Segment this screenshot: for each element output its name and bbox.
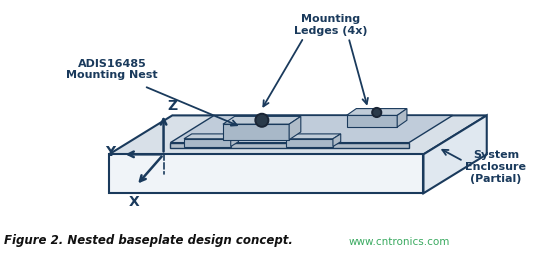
Text: ADIS16485
Mounting Nest: ADIS16485 Mounting Nest — [66, 59, 158, 80]
Polygon shape — [286, 139, 333, 147]
Polygon shape — [109, 154, 424, 193]
Polygon shape — [424, 115, 487, 193]
Text: Z: Z — [168, 99, 178, 113]
Polygon shape — [346, 109, 407, 115]
Polygon shape — [231, 134, 238, 147]
Text: Mounting
Ledges (4x): Mounting Ledges (4x) — [294, 14, 368, 36]
Polygon shape — [333, 134, 341, 147]
Text: Figure 2. Nested baseplate design concept.: Figure 2. Nested baseplate design concep… — [4, 234, 293, 247]
Text: www.cntronics.com: www.cntronics.com — [349, 237, 450, 247]
Polygon shape — [346, 115, 397, 127]
Polygon shape — [109, 115, 487, 154]
Circle shape — [374, 109, 380, 115]
Polygon shape — [184, 134, 238, 139]
Polygon shape — [184, 139, 231, 147]
Polygon shape — [286, 134, 341, 139]
Text: System
Enclosure
(Partial): System Enclosure (Partial) — [466, 150, 526, 184]
Text: X: X — [129, 195, 140, 209]
Polygon shape — [289, 116, 301, 140]
Polygon shape — [223, 124, 289, 140]
Polygon shape — [170, 143, 409, 147]
Polygon shape — [170, 115, 453, 143]
Circle shape — [257, 115, 267, 125]
Polygon shape — [397, 109, 407, 127]
Circle shape — [255, 113, 268, 127]
Polygon shape — [223, 116, 301, 124]
Circle shape — [372, 108, 382, 117]
Text: Y: Y — [105, 145, 115, 159]
